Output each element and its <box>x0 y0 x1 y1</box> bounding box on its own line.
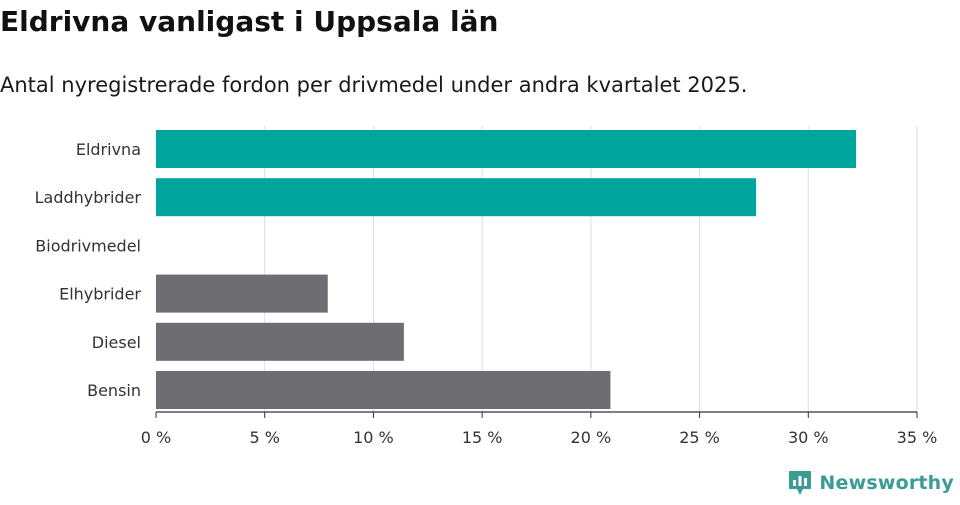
x-tick-label: 20 % <box>571 428 612 447</box>
category-label: Biodrivmedel <box>35 236 141 255</box>
category-label: Elhybrider <box>59 285 141 304</box>
x-tick-label: 5 % <box>249 428 279 447</box>
x-tick-label: 10 % <box>353 428 394 447</box>
logo-text: Newsworthy <box>819 472 954 494</box>
category-labels: Eldrivna Laddhybrider Biodrivmedel Elhybrid… <box>35 140 142 400</box>
gridlines <box>264 126 918 412</box>
bar-elhybrider <box>156 274 328 313</box>
bar-chart-speech-bubble-icon <box>789 471 812 495</box>
x-tick-label: 0 % <box>141 428 171 447</box>
newsworthy-logo: Newsworthy <box>787 469 954 497</box>
x-tick-label: 15 % <box>462 428 503 447</box>
category-label: Bensin <box>87 381 141 400</box>
bar-diesel <box>156 322 404 361</box>
bar-laddhybrider <box>156 178 757 217</box>
category-label: Eldrivna <box>76 140 141 159</box>
bars <box>156 130 857 409</box>
x-axis: 0 % 5 % 10 % 15 % 20 % 25 % 30 % 35 % <box>141 411 938 447</box>
x-tick-label: 35 % <box>897 428 938 447</box>
bar-eldrivna <box>156 130 857 168</box>
category-label: Diesel <box>92 333 141 352</box>
x-tick-label: 30 % <box>788 428 829 447</box>
x-tick-label: 25 % <box>679 428 720 447</box>
category-label: Laddhybrider <box>35 188 142 207</box>
chart-subtitle: Antal nyregistrerade fordon per drivmede… <box>0 73 748 97</box>
chart-title: Eldrivna vanligast i Uppsala län <box>0 5 499 38</box>
bar-bensin <box>156 371 611 409</box>
